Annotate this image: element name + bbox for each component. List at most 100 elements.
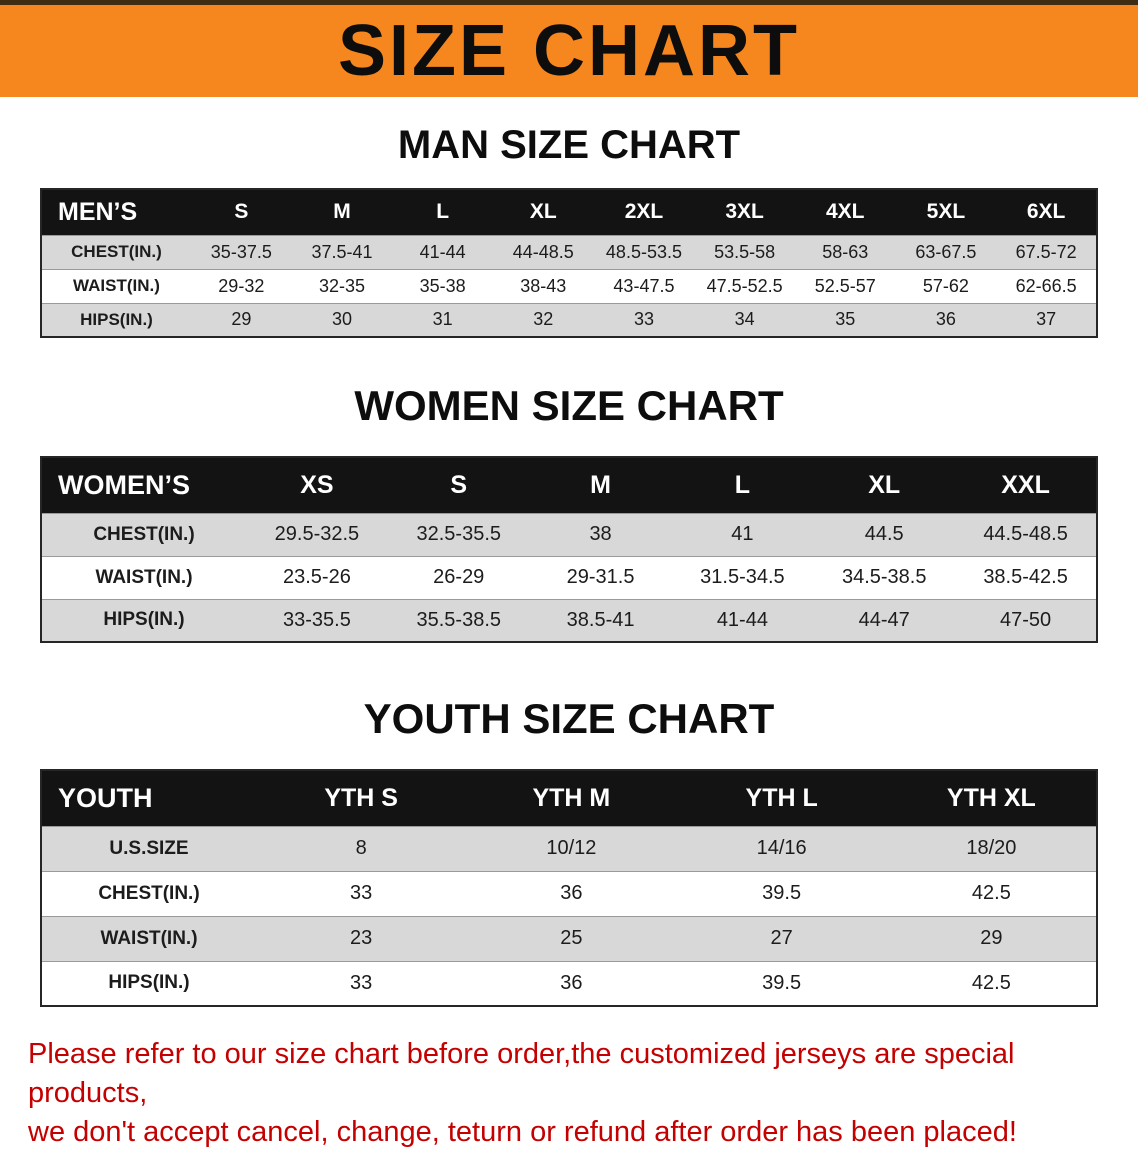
value-cell: 43-47.5	[593, 268, 695, 303]
measurement-row: CHEST(IN.) 33 36 39.5 42.5	[41, 870, 1097, 916]
value-cell: 62-66.5	[996, 268, 1097, 303]
value-cell: 42.5	[886, 960, 1097, 1006]
value-cell: 29.5-32.5	[246, 512, 388, 556]
value-cell: 31.5-34.5	[671, 555, 814, 599]
row-label-cell: WAIST(IN.)	[41, 555, 246, 599]
size-column-header: 6XL	[996, 189, 1097, 235]
value-cell: 35.5-38.5	[387, 598, 530, 642]
value-cell: 35	[794, 302, 896, 337]
value-cell: 36	[466, 870, 677, 916]
value-cell: 35-37.5	[191, 234, 292, 269]
value-cell: 34.5-38.5	[813, 555, 956, 599]
measurement-row: WAIST(IN.) 23.5-26 26-29 29-31.5 31.5-34.5 34…	[41, 555, 1097, 599]
table-header-row: YOUTH YTH S YTH M YTH L YTH XL	[41, 770, 1097, 826]
women-size-table: WOMEN’S XS S M L XL XXL CHEST(IN.) 29.5-32.5 32.5…	[40, 456, 1098, 643]
size-table: MEN’S S M L XL 2XL 3XL 4XL 5XL 6XL CHEST(IN.) 35-37…	[40, 188, 1098, 338]
value-cell: 37	[996, 302, 1097, 337]
value-cell: 38.5-42.5	[955, 555, 1097, 599]
value-cell: 67.5-72	[996, 234, 1097, 269]
row-label-cell: HIPS(IN.)	[41, 302, 191, 337]
value-cell: 41-44	[392, 234, 493, 269]
measurement-row: U.S.SIZE 8 10/12 14/16 18/20	[41, 825, 1097, 871]
table-title-cell: MEN’S	[41, 189, 191, 235]
size-column-header: XS	[246, 457, 388, 513]
value-cell: 31	[392, 302, 493, 337]
men-size-table: MEN’S S M L XL 2XL 3XL 4XL 5XL 6XL CHEST(IN.) 35-37…	[40, 188, 1098, 338]
size-column-header: M	[529, 457, 672, 513]
men-section-heading: MAN SIZE CHART	[397, 123, 741, 167]
value-cell: 53.5-58	[694, 234, 795, 269]
value-cell: 33	[593, 302, 695, 337]
youth-size-table: YOUTH YTH S YTH M YTH L YTH XL U.S.SIZE 8 10/12…	[40, 769, 1098, 1007]
measurement-row: HIPS(IN.) 33 36 39.5 42.5	[41, 960, 1097, 1006]
value-cell: 29	[191, 302, 292, 337]
size-column-header: 5XL	[895, 189, 997, 235]
measurement-row: HIPS(IN.) 33-35.5 35.5-38.5 38.5-41 41-44 44-…	[41, 598, 1097, 642]
size-column-header: XL	[492, 189, 594, 235]
value-cell: 44.5-48.5	[955, 512, 1097, 556]
value-cell: 33-35.5	[246, 598, 388, 642]
value-cell: 8	[256, 825, 467, 871]
value-cell: 33	[256, 870, 467, 916]
row-label-cell: U.S.SIZE	[41, 825, 256, 871]
measurement-row: CHEST(IN.) 29.5-32.5 32.5-35.5 38 41 44.5 44.5…	[41, 512, 1097, 556]
value-cell: 18/20	[886, 825, 1097, 871]
value-cell: 29	[886, 915, 1097, 961]
value-cell: 42.5	[886, 870, 1097, 916]
value-cell: 38	[529, 512, 672, 556]
size-column-header: 4XL	[794, 189, 896, 235]
value-cell: 41-44	[671, 598, 814, 642]
youth-section-heading: YOUTH SIZE CHART	[363, 695, 775, 742]
measurement-row: WAIST(IN.) 29-32 32-35 35-38 38-43 43-47.5 47.…	[41, 268, 1097, 303]
value-cell: 10/12	[466, 825, 677, 871]
value-cell: 34	[694, 302, 795, 337]
value-cell: 32	[492, 302, 594, 337]
value-cell: 44.5	[813, 512, 956, 556]
value-cell: 38.5-41	[529, 598, 672, 642]
value-cell: 29-32	[191, 268, 292, 303]
value-cell: 30	[291, 302, 393, 337]
notice-line-2: we don't accept cancel, change, teturn o…	[28, 1116, 1017, 1149]
size-column-header: 2XL	[593, 189, 695, 235]
value-cell: 29-31.5	[529, 555, 672, 599]
value-cell: 32.5-35.5	[387, 512, 530, 556]
order-notice: Please refer to our size chart before or…	[28, 1035, 1110, 1152]
value-cell: 25	[466, 915, 677, 961]
value-cell: 47-50	[955, 598, 1097, 642]
size-column-header: M	[291, 189, 393, 235]
value-cell: 63-67.5	[895, 234, 997, 269]
women-section-heading: WOMEN SIZE CHART	[354, 382, 784, 429]
row-label-cell: WAIST(IN.)	[41, 915, 256, 961]
size-column-header: YTH L	[676, 770, 887, 826]
size-column-header: S	[191, 189, 292, 235]
value-cell: 23.5-26	[246, 555, 388, 599]
row-label-cell: CHEST(IN.)	[41, 234, 191, 269]
value-cell: 14/16	[676, 825, 887, 871]
value-cell: 44-47	[813, 598, 956, 642]
row-label-cell: HIPS(IN.)	[41, 960, 256, 1006]
table-header-row: MEN’S S M L XL 2XL 3XL 4XL 5XL 6XL	[41, 189, 1097, 235]
value-cell: 48.5-53.5	[593, 234, 695, 269]
size-table: WOMEN’S XS S M L XL XXL CHEST(IN.) 29.5-32.5 32.5…	[40, 456, 1098, 643]
measurement-row: CHEST(IN.) 35-37.5 37.5-41 41-44 44-48.5 48.5…	[41, 234, 1097, 269]
value-cell: 23	[256, 915, 467, 961]
notice-line-1: Please refer to our size chart before or…	[28, 1038, 1015, 1110]
banner-title: SIZE CHART	[338, 11, 800, 91]
table-header-row: WOMEN’S XS S M L XL XXL	[41, 457, 1097, 513]
size-column-header: XXL	[955, 457, 1097, 513]
size-chart-banner: SIZE CHART	[0, 0, 1138, 97]
value-cell: 36	[466, 960, 677, 1006]
value-cell: 26-29	[387, 555, 530, 599]
size-column-header: YTH M	[466, 770, 677, 826]
value-cell: 38-43	[492, 268, 594, 303]
size-table: YOUTH YTH S YTH M YTH L YTH XL U.S.SIZE 8 10/12…	[40, 769, 1098, 1007]
value-cell: 39.5	[676, 960, 887, 1006]
value-cell: 37.5-41	[291, 234, 393, 269]
value-cell: 35-38	[392, 268, 493, 303]
size-column-header: XL	[813, 457, 956, 513]
value-cell: 33	[256, 960, 467, 1006]
row-label-cell: CHEST(IN.)	[41, 870, 256, 916]
value-cell: 39.5	[676, 870, 887, 916]
size-column-header: 3XL	[694, 189, 795, 235]
value-cell: 36	[895, 302, 997, 337]
